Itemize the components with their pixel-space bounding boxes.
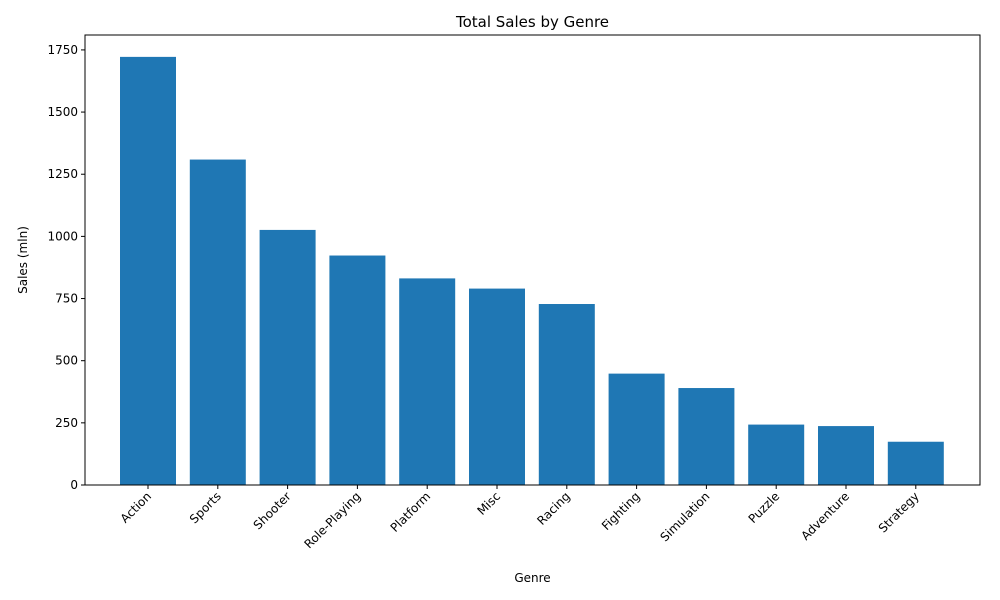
- y-axis: 0 250 500 750 1000 1250 1500 1750: [47, 43, 85, 492]
- y-tick-label: 500: [55, 354, 78, 368]
- x-axis: Action Sports Shooter Role-Playing Platform M…: [118, 485, 922, 551]
- bar-strategy: [887, 441, 944, 485]
- bar-platform: [399, 278, 456, 485]
- y-tick-label: 0: [70, 478, 78, 492]
- bars-group: [120, 56, 944, 486]
- y-tick-label: 250: [55, 416, 78, 430]
- x-tick-label: Strategy: [876, 489, 922, 535]
- x-axis-label: Genre: [514, 571, 550, 585]
- x-tick-label: Platform: [388, 489, 434, 535]
- y-tick-label: 750: [55, 292, 78, 306]
- bar-role-playing: [329, 255, 386, 485]
- x-tick-label: Misc: [474, 489, 503, 518]
- x-tick-label: Fighting: [599, 489, 643, 533]
- bar-sports: [189, 159, 246, 485]
- x-tick-label: Adventure: [798, 489, 852, 543]
- y-axis-label: Sales (mln): [16, 226, 30, 294]
- y-tick-label: 1000: [47, 229, 78, 243]
- bar-fighting: [608, 373, 665, 485]
- y-tick-label: 1500: [47, 105, 78, 119]
- bar-adventure: [818, 426, 874, 485]
- x-tick-label: Role-Playing: [301, 489, 363, 551]
- chart-title: Total Sales by Genre: [455, 13, 609, 31]
- y-tick-label: 1750: [47, 43, 78, 57]
- x-tick-label: Action: [118, 489, 154, 525]
- x-tick-label: Sports: [187, 489, 224, 526]
- bar-simulation: [678, 388, 735, 485]
- bar-shooter: [259, 229, 316, 485]
- x-tick-label: Puzzle: [746, 489, 783, 526]
- x-tick-label: Simulation: [657, 489, 712, 544]
- bar-puzzle: [748, 424, 805, 485]
- x-tick-label: Racing: [534, 489, 573, 528]
- plot-frame: [84, 34, 981, 486]
- bar-action: [120, 56, 176, 486]
- x-tick-label: Shooter: [251, 489, 294, 532]
- bar-racing: [538, 304, 595, 485]
- bar-misc: [469, 288, 525, 485]
- y-tick-label: 1250: [47, 167, 78, 181]
